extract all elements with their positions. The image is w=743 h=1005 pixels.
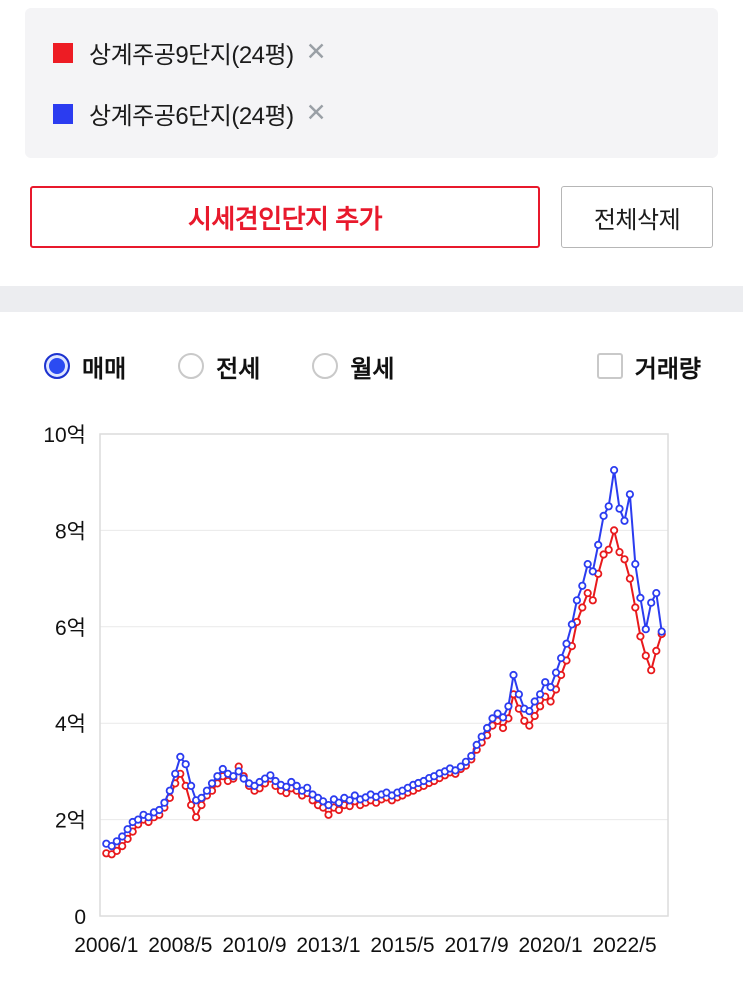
radio-jeonse[interactable]: 전세 [178, 349, 260, 384]
radio-unselected-icon [178, 353, 205, 379]
svg-text:2017/9: 2017/9 [444, 934, 508, 957]
svg-text:2008/5: 2008/5 [148, 934, 212, 957]
svg-text:8억: 8억 [55, 520, 86, 543]
svg-text:4억: 4억 [55, 713, 86, 736]
checkbox-label: 거래량 [634, 355, 701, 383]
radio-selected-icon [44, 353, 70, 379]
svg-text:6억: 6억 [55, 617, 86, 640]
legend-item-complex-6: 상계주공6단지(24평) ✕ [53, 89, 690, 139]
complex-name-label: 상계주공9단지(24평) [89, 42, 294, 69]
remove-complex-icon[interactable]: ✕ [305, 38, 327, 66]
checkbox-icon [596, 353, 623, 379]
svg-text:2022/5: 2022/5 [593, 934, 657, 957]
svg-text:2013/1: 2013/1 [296, 934, 360, 957]
checkbox-trade-volume[interactable]: 거래량 [596, 349, 701, 384]
radio-label: 월세 [350, 355, 395, 383]
series-swatch-blue [53, 103, 73, 124]
radio-label: 매매 [82, 355, 127, 383]
svg-text:2억: 2억 [55, 810, 86, 833]
selected-complex-list: 상계주공9단지(24평) ✕ 상계주공6단지(24평) ✕ [25, 8, 718, 158]
svg-text:0: 0 [74, 906, 86, 929]
remove-complex-icon[interactable]: ✕ [305, 99, 327, 127]
chart-canvas: 0 2억 4억 6억 8억 10억 2006/1 2008/5 2010/9 2013/1 2015… [43, 424, 669, 957]
section-divider [0, 286, 743, 312]
chart-controls: 매매 전세 월세 거래량 [44, 346, 713, 386]
svg-text:2020/1: 2020/1 [518, 934, 582, 957]
radio-label: 전세 [216, 355, 261, 383]
add-complex-button[interactable]: 시세견인단지 추가 [30, 186, 540, 248]
svg-text:2015/5: 2015/5 [370, 934, 434, 957]
action-button-row: 시세견인단지 추가 전체삭제 [30, 186, 713, 248]
svg-text:2010/9: 2010/9 [222, 934, 286, 957]
svg-text:2006/1: 2006/1 [74, 934, 138, 957]
clear-all-button[interactable]: 전체삭제 [561, 186, 713, 248]
svg-text:10억: 10억 [43, 424, 86, 447]
series-swatch-red [53, 42, 73, 63]
radio-sale[interactable]: 매매 [44, 349, 126, 384]
legend-item-complex-9: 상계주공9단지(24평) ✕ [53, 28, 690, 78]
radio-unselected-icon [312, 353, 339, 379]
price-chart: 0 2억 4억 6억 8억 10억 2006/1 2008/5 2010/9 2013/1 2015… [0, 412, 743, 975]
complex-name-label: 상계주공6단지(24평) [89, 103, 294, 130]
radio-monthly-rent[interactable]: 월세 [312, 349, 395, 384]
